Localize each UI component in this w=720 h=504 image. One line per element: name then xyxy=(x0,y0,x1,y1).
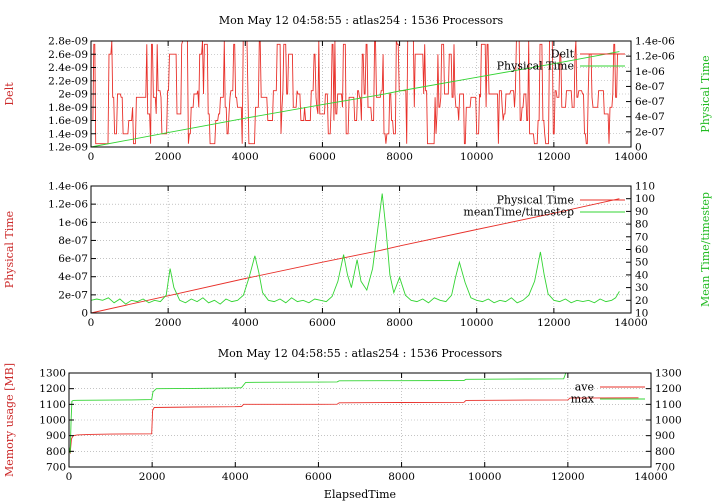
y-left-tick-label: 0 xyxy=(81,308,88,320)
y-right-tick-label: 10 xyxy=(635,308,648,320)
x-tick-label: 12000 xyxy=(537,317,570,329)
x-tick-label: 0 xyxy=(88,151,95,163)
x-tick-label: 6000 xyxy=(309,317,336,329)
series-line-physical-time xyxy=(90,198,620,314)
legend-label: Delt xyxy=(551,48,575,61)
y-right-tick-label: 50 xyxy=(635,257,648,269)
x-tick-label: 0 xyxy=(66,471,73,483)
x-tick-label: 14000 xyxy=(634,471,667,483)
y-left-axis-label: Memory usage [MB] xyxy=(3,363,16,477)
x-tick-label: 0 xyxy=(88,317,95,329)
y-left-tick-label: 2.6e-09 xyxy=(48,49,88,61)
x-tick-label: 8000 xyxy=(386,317,413,329)
y-left-tick-label: 1.6e-09 xyxy=(48,115,88,127)
y-right-tick-label: 2e-07 xyxy=(635,126,665,138)
x-tick-label: 12000 xyxy=(551,471,584,483)
y-left-tick-label: 1.2e-06 xyxy=(48,199,88,211)
y-right-tick-label: 60 xyxy=(635,244,648,256)
y-left-tick-label: 2.2e-09 xyxy=(48,75,88,87)
y-right-tick-label: 4e-07 xyxy=(635,111,665,123)
y-right-tick-label: 6e-07 xyxy=(635,96,665,108)
y-right-tick-label: 80 xyxy=(635,219,648,231)
y-left-tick-label: 2e-07 xyxy=(58,289,88,301)
y-right-tick-label: 700 xyxy=(655,462,675,474)
legend-label: max xyxy=(571,393,595,406)
y-left-tick-label: 1000 xyxy=(39,415,66,427)
y-left-tick-label: 800 xyxy=(46,446,66,458)
legend-label: Physical Time xyxy=(497,60,574,73)
x-tick-label: 6000 xyxy=(309,151,336,163)
y-right-tick-label: 1300 xyxy=(655,368,682,380)
x-tick-label: 2000 xyxy=(139,471,166,483)
y-left-tick-label: 2e-09 xyxy=(58,89,88,101)
series-line-physical-time xyxy=(90,51,620,148)
y-left-tick-label: 1300 xyxy=(39,368,66,380)
y-left-tick-label: 900 xyxy=(46,430,66,442)
y-right-tick-label: 1.2e-06 xyxy=(635,51,675,63)
legend-label: ave xyxy=(575,381,594,394)
y-right-tick-label: 110 xyxy=(635,181,655,193)
y-right-tick-label: 0 xyxy=(635,142,642,154)
y-right-tick-label: 900 xyxy=(655,430,675,442)
series-line-meantime-timestep xyxy=(90,193,620,305)
y-right-tick-label: 100 xyxy=(635,193,655,205)
x-tick-label: 2000 xyxy=(155,317,182,329)
y-left-tick-label: 1.4e-06 xyxy=(48,181,88,193)
y-left-tick-label: 1.4e-09 xyxy=(48,128,88,140)
y-left-tick-label: 8e-07 xyxy=(58,235,88,247)
x-tick-label: 8000 xyxy=(386,151,413,163)
x-tick-label: 8000 xyxy=(388,471,415,483)
y-left-tick-label: 1e-06 xyxy=(58,217,88,229)
y-right-tick-label: 90 xyxy=(635,206,648,218)
y-left-tick-label: 700 xyxy=(46,462,66,474)
series-line-ave xyxy=(68,397,639,455)
y-left-axis-label: Physical Time xyxy=(3,211,16,288)
series-line-max xyxy=(68,372,568,453)
x-tick-label: 6000 xyxy=(305,471,332,483)
y-right-tick-label: 20 xyxy=(635,295,648,307)
y-right-tick-label: 1100 xyxy=(655,399,682,411)
y-right-tick-label: 1e-06 xyxy=(635,66,665,78)
y-left-tick-label: 2.8e-09 xyxy=(48,36,88,48)
y-left-tick-label: 1.2e-09 xyxy=(48,142,88,154)
series-line-delt xyxy=(91,40,620,145)
y-right-tick-label: 1000 xyxy=(655,415,682,427)
chart-title: Mon May 12 04:58:55 : atlas254 : 1536 Pr… xyxy=(219,14,504,27)
x-tick-label: 12000 xyxy=(537,151,570,163)
chart-title: Mon May 12 04:58:55 : atlas254 : 1536 Pr… xyxy=(218,347,503,360)
y-left-tick-label: 4e-07 xyxy=(58,271,88,283)
y-right-tick-label: 8e-07 xyxy=(635,81,665,93)
y-left-tick-label: 6e-07 xyxy=(58,253,88,265)
x-tick-label: 10000 xyxy=(468,471,501,483)
y-right-tick-label: 70 xyxy=(635,231,648,243)
y-right-tick-label: 30 xyxy=(635,282,648,294)
y-left-tick-label: 1200 xyxy=(39,383,66,395)
y-right-tick-label: 40 xyxy=(635,269,648,281)
x-tick-label: 10000 xyxy=(460,317,493,329)
y-right-tick-label: 1.4e-06 xyxy=(635,36,675,48)
x-tick-label: 4000 xyxy=(232,317,259,329)
y-right-axis-label: Physical Time xyxy=(699,55,712,132)
x-tick-label: 4000 xyxy=(232,151,259,163)
x-tick-label: 4000 xyxy=(222,471,249,483)
x-tick-label: 14000 xyxy=(614,151,647,163)
x-axis-label: ElapsedTime xyxy=(324,488,396,501)
x-tick-label: 2000 xyxy=(155,151,182,163)
y-right-tick-label: 1200 xyxy=(655,383,682,395)
y-left-tick-label: 2.4e-09 xyxy=(48,62,88,74)
y-right-tick-label: 800 xyxy=(655,446,675,458)
x-tick-label: 10000 xyxy=(460,151,493,163)
y-left-tick-label: 1100 xyxy=(39,399,66,411)
y-right-axis-label: Mean Time/timestep xyxy=(699,192,712,307)
x-tick-label: 14000 xyxy=(614,317,647,329)
legend-label: meanTime/timestep xyxy=(463,206,574,219)
y-left-axis-label: Delt xyxy=(3,82,16,106)
y-left-tick-label: 1.8e-09 xyxy=(48,102,88,114)
legend-label: Physical Time xyxy=(497,194,574,207)
